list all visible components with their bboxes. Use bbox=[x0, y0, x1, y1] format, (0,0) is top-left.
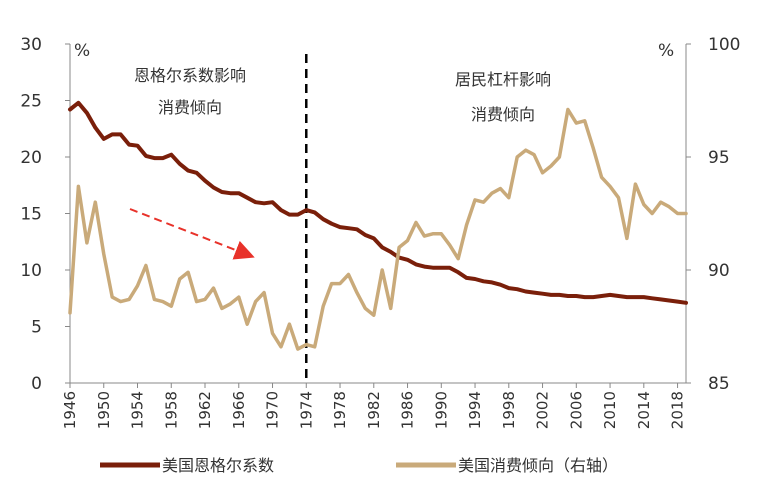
annotation-left-line2: 消费倾向 bbox=[158, 98, 222, 117]
legend-label-engel: 美国恩格尔系数 bbox=[162, 456, 274, 475]
x-tick-label: 1994 bbox=[466, 391, 484, 429]
x-tick-label: 1966 bbox=[230, 391, 248, 429]
right-tick-label: 85 bbox=[708, 374, 730, 394]
x-tick-label: 2010 bbox=[601, 391, 619, 429]
x-tick-label: 1990 bbox=[432, 391, 450, 429]
left-tick-label: 25 bbox=[20, 92, 42, 112]
x-tick-label: 1950 bbox=[95, 391, 113, 429]
x-tick-label: 1954 bbox=[129, 391, 147, 429]
left-tick-label: 20 bbox=[20, 148, 42, 168]
right-tick-label: 100 bbox=[708, 35, 740, 55]
trend-arrow bbox=[129, 208, 255, 260]
annotation-right-line2: 消费倾向 bbox=[471, 105, 535, 124]
x-tick-label: 1978 bbox=[331, 391, 349, 429]
series-engel-line bbox=[68, 100, 688, 305]
x-tick-label: 1970 bbox=[264, 391, 282, 429]
legend-label-consumption: 美国消费倾向（右轴） bbox=[458, 456, 618, 475]
annotation-left-line1: 恩格尔系数影响 bbox=[134, 66, 246, 85]
x-tick-label: 1958 bbox=[162, 391, 180, 429]
right-tick-label: 90 bbox=[708, 261, 730, 281]
x-tick-label: 2006 bbox=[567, 391, 585, 429]
x-tick-label: 1986 bbox=[399, 391, 417, 429]
left-axis-unit: % bbox=[74, 41, 90, 61]
series-consumption-line bbox=[68, 107, 688, 351]
x-tick-label: 1946 bbox=[61, 391, 79, 429]
x-tick-label: 1982 bbox=[365, 391, 383, 429]
legend: 美国恩格尔系数 美国消费倾向（右轴） bbox=[100, 456, 618, 475]
x-tick-label: 1974 bbox=[297, 391, 315, 429]
x-tick-label: 1998 bbox=[500, 391, 518, 429]
x-tick-label: 2014 bbox=[635, 391, 653, 429]
x-tick-label: 2018 bbox=[669, 391, 687, 429]
left-tick-label: 30 bbox=[20, 35, 42, 55]
left-tick-label: 10 bbox=[20, 261, 42, 281]
left-tick-label: 5 bbox=[31, 318, 42, 338]
right-axis-unit: % bbox=[658, 41, 674, 61]
left-tick-label: 0 bbox=[31, 374, 42, 394]
x-tick-label: 1962 bbox=[196, 391, 214, 429]
left-tick-label: 15 bbox=[20, 205, 42, 225]
x-tick-label: 2002 bbox=[534, 391, 552, 429]
right-tick-label: 95 bbox=[708, 148, 730, 168]
annotation-right-line1: 居民杠杆影响 bbox=[455, 70, 551, 89]
